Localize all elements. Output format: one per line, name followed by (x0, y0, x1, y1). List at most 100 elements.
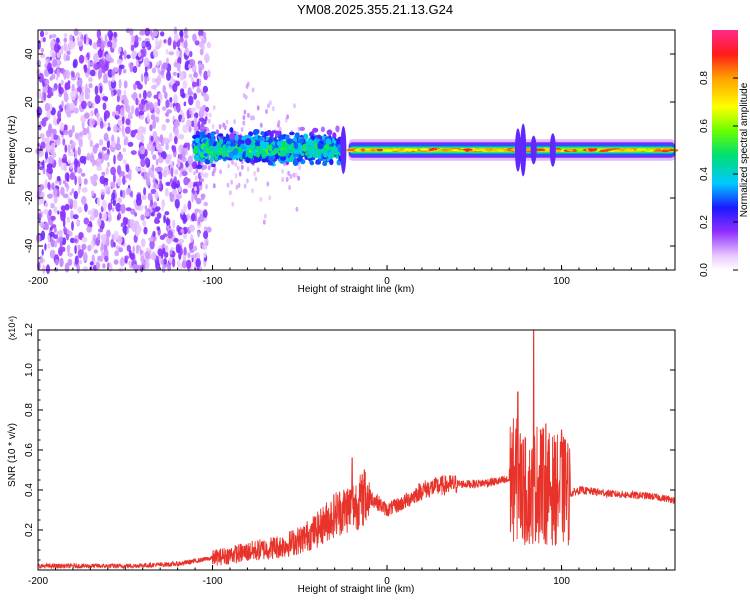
spectrogram-cell (139, 153, 146, 160)
spectrogram-cell (58, 246, 63, 257)
spectrogram-cell (131, 104, 135, 115)
snr-axes: -200 -100 0 100 0.2 0.4 0.6 0.8 1.0 1.2 (24, 323, 675, 587)
spectrogram-cell (195, 258, 201, 268)
spectrogram-cell (202, 32, 207, 37)
y-tick-label: 0.6 (24, 443, 35, 457)
spectrogram-cell (145, 260, 150, 270)
spectrogram-cell (74, 175, 77, 186)
spectrogram-cell (300, 152, 305, 156)
spectrogram-cell (217, 148, 224, 154)
spectrogram-cell (96, 197, 101, 207)
spectrogram-cell (69, 191, 73, 196)
spectrogram-cell (193, 191, 198, 201)
spectrogram-cell (268, 155, 275, 162)
spectrogram-cell (138, 93, 142, 99)
spectrogram-cell (65, 102, 71, 113)
spectrogram-cell (165, 118, 170, 123)
spectrogram-cell (55, 37, 60, 44)
spectrogram-cell (273, 148, 278, 155)
spectrogram-cell (369, 149, 376, 152)
spectrogram-cell (70, 90, 77, 101)
spectrogram-disturbance (514, 128, 521, 172)
spectrogram-cell (268, 195, 272, 201)
spectrogram-cell (208, 138, 215, 145)
spectrogram-cell (237, 147, 242, 152)
spectrogram-cell (124, 174, 130, 179)
spectrogram-cell (317, 143, 323, 150)
spectrogram-cell (44, 78, 50, 86)
spectrogram-cell (197, 230, 201, 238)
spectrogram-cell (119, 257, 125, 267)
spectrogram-cell (61, 209, 66, 219)
spectrogram-cell (118, 247, 123, 253)
spectrogram-cell (625, 149, 635, 153)
spectrogram-cell (66, 216, 71, 223)
spectrogram-cell (262, 219, 266, 225)
colorbar-ticks: 0.0 0.2 0.4 0.6 0.8 (699, 71, 738, 277)
spectrogram-cell (117, 197, 123, 204)
spectrogram-cell (200, 131, 206, 139)
spectrogram-disturbance (549, 133, 556, 167)
spectrogram-cell (47, 181, 51, 190)
spectrogram-cell (63, 41, 68, 52)
spectrogram-cell (164, 188, 169, 197)
spectrogram-cell (169, 101, 173, 108)
spectrogram-cell (120, 222, 124, 227)
spectrogram-cell (141, 41, 146, 47)
spectrogram-cell (53, 195, 58, 204)
spectrogram-cell (39, 133, 45, 139)
spectrogram-cell (140, 134, 145, 144)
spectrogram-cell (166, 71, 171, 81)
spectrogram-cell (110, 166, 116, 176)
spectrogram-cell (150, 212, 155, 217)
spectrogram-cell (132, 245, 135, 254)
spectrogram-cell (237, 134, 242, 139)
spectrogram-cell (206, 226, 212, 233)
spectrogram-cell (322, 161, 328, 167)
spectrogram-cell (211, 163, 216, 168)
spectrogram-cell (63, 37, 68, 43)
spectrogram-cell (91, 190, 95, 197)
spectrogram-cell (95, 94, 101, 104)
spectrogram-cell (163, 214, 167, 224)
spectrogram-cell (205, 106, 210, 113)
spectrogram-cell (204, 164, 207, 170)
spectrogram-cell (202, 244, 207, 251)
spectrogram-cell (360, 149, 365, 152)
spectrogram-cell (124, 226, 127, 236)
spectrogram-cell (242, 120, 246, 126)
spectrogram-cell (181, 147, 186, 158)
spectrogram-cell (288, 185, 291, 190)
spectrogram-cell (146, 113, 150, 123)
spectrogram-cell (155, 116, 159, 123)
spectrogram-cell (174, 169, 179, 175)
spectrogram-cell (64, 262, 70, 273)
spectrogram-cell (38, 72, 44, 83)
spectrogram-cell (152, 119, 157, 130)
spectrogram-cell (92, 42, 97, 49)
spectrogram-cell (297, 175, 300, 181)
spectrogram-cell (150, 200, 154, 207)
spectrogram-cell (97, 68, 103, 79)
x-tick-label: -100 (203, 276, 223, 287)
spectrogram-cell (178, 186, 182, 193)
spectrogram-cell (207, 118, 211, 124)
spectrogram-cell (51, 182, 55, 190)
spectrogram-cell (169, 97, 173, 103)
spectrogram-cell (205, 140, 210, 148)
spectrogram-cell (188, 126, 192, 133)
spectrogram-cell (81, 91, 85, 96)
spectrogram-cell (225, 119, 229, 125)
spectrogram-cell (129, 62, 134, 73)
spectrogram-cell (204, 53, 210, 64)
spectrogram-cell (44, 222, 50, 231)
spectrogram-cell (95, 162, 102, 168)
spectrogram-cell (141, 195, 147, 200)
spectrogram-cell (152, 201, 158, 209)
spectrogram-cell (315, 160, 321, 165)
spectrogram-cell (462, 148, 473, 151)
spectrogram-cell (259, 137, 263, 141)
spectrogram-cell (83, 34, 87, 45)
spectrogram-cell (120, 106, 125, 116)
spectrogram-cell (587, 148, 595, 151)
